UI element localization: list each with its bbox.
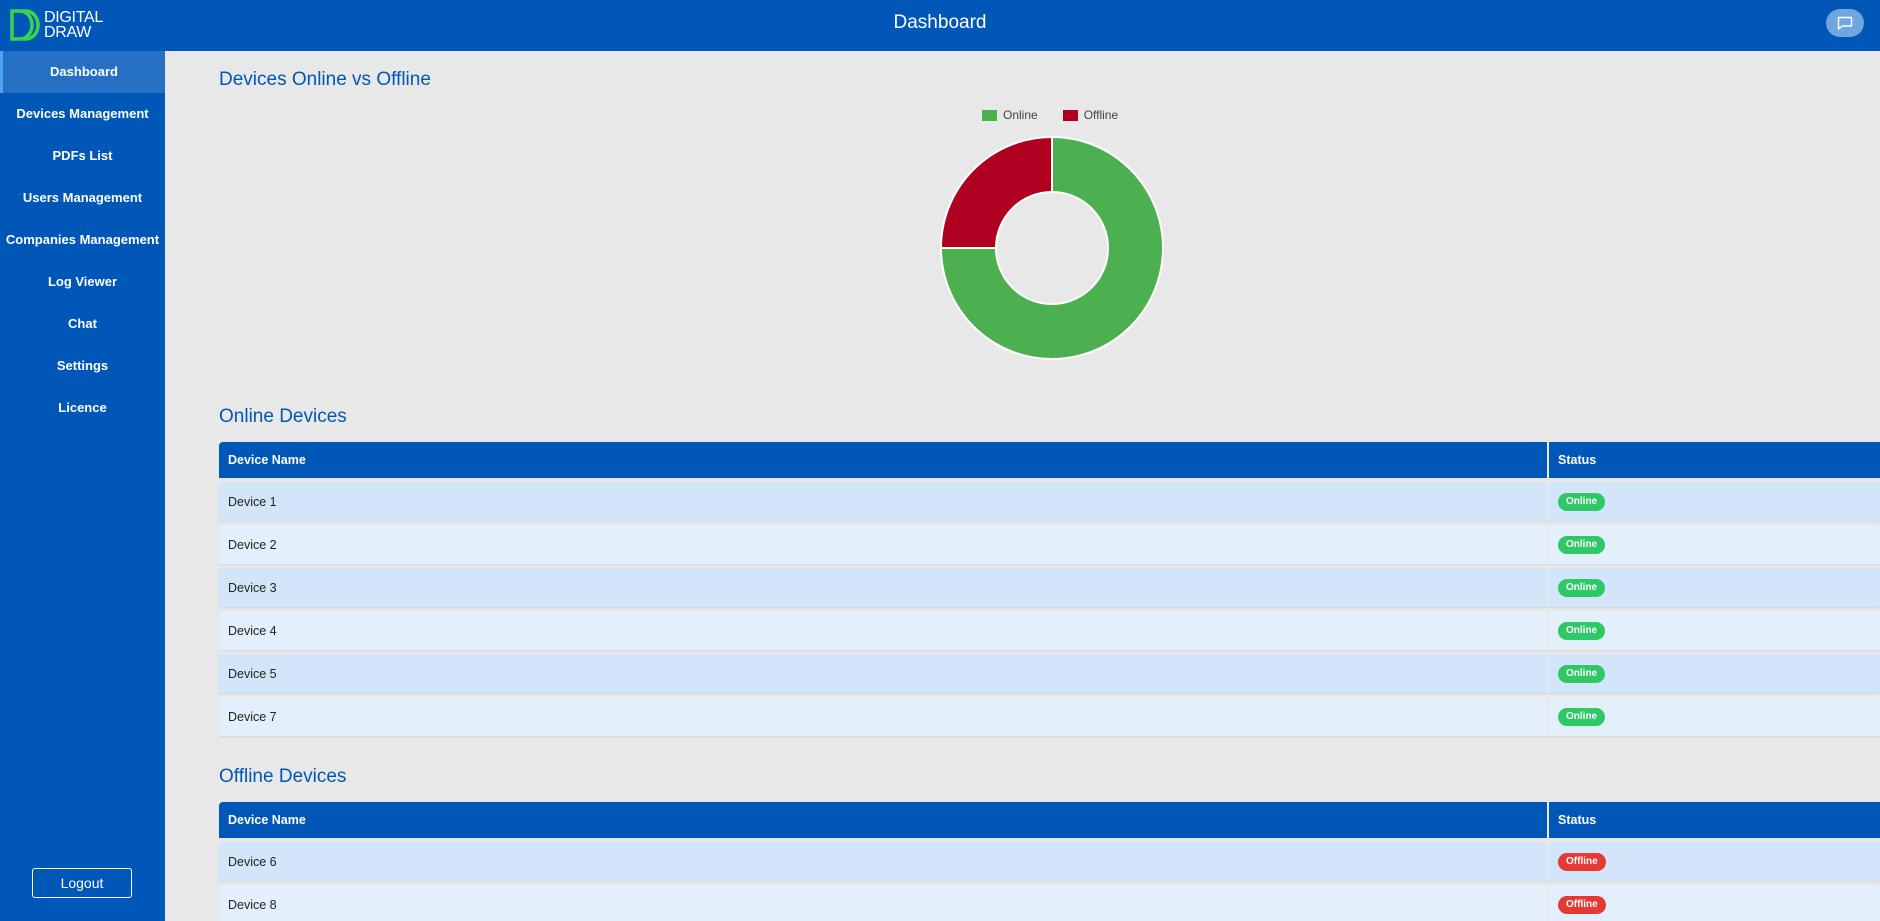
legend-swatch-offline [1062, 109, 1078, 121]
device-name-cell: Device 6 [219, 842, 1549, 881]
device-name-cell: Device 4 [219, 611, 1549, 650]
table-row[interactable]: Device 3 Online [219, 568, 1880, 607]
legend-swatch-online [982, 109, 997, 121]
status-cell: Online [1549, 568, 1880, 607]
column-header-status: Status [1558, 453, 1597, 467]
table-row[interactable]: Device 2 Online [219, 525, 1880, 564]
table-row[interactable]: Device 8 Offline [219, 885, 1880, 921]
donut-chart [939, 135, 1164, 360]
offline-devices-table: Device Name Status Device 6 Offline Device… [219, 802, 1880, 921]
chat-button[interactable] [1826, 9, 1864, 37]
status-badge: Offline [1558, 895, 1606, 914]
legend-item-offline[interactable]: Offline [1062, 108, 1119, 122]
sidebar-item-log-viewer[interactable]: Log Viewer [47, 274, 118, 289]
sidebar-item-users-management[interactable]: Users Management [22, 190, 143, 205]
donut-slice-offline[interactable] [939, 135, 1053, 249]
sidebar-item-pdfs-list[interactable]: PDFs List [52, 148, 113, 163]
table-header: Device Name Status [219, 442, 1880, 478]
column-header-device-name: Device Name [219, 442, 1549, 478]
device-name-cell: Device 8 [219, 885, 1549, 921]
status-cell: Online [1549, 525, 1880, 564]
page-title: Dashboard [893, 12, 987, 33]
legend-label-online: Online [1003, 108, 1038, 122]
chart-section-title: Devices Online vs Offline [219, 69, 431, 90]
status-badge: Online [1558, 535, 1606, 554]
column-header-device-name: Device Name [219, 802, 1549, 838]
device-name-cell: Device 1 [219, 482, 1549, 521]
logo[interactable]: DIGITAL DRAW [10, 5, 103, 45]
device-name-cell: Device 5 [219, 654, 1549, 693]
table-row[interactable]: Device 5 Online [219, 654, 1880, 693]
online-section-title: Online Devices [219, 406, 347, 427]
legend-label-offline: Offline [1083, 108, 1119, 122]
status-badge: Online [1558, 621, 1606, 640]
status-cell: Offline [1549, 885, 1880, 921]
status-cell: Online [1549, 654, 1880, 693]
status-cell: Online [1549, 697, 1880, 736]
status-cell: Online [1549, 482, 1880, 521]
sidebar: Dashboard Devices Management PDFs List User… [0, 51, 165, 921]
status-badge: Offline [1558, 852, 1606, 871]
status-badge: Online [1558, 578, 1606, 597]
status-badge: Online [1558, 492, 1606, 511]
offline-table-body: Device 6 Offline Device 8 Offline [219, 842, 1880, 921]
sidebar-item-companies-management[interactable]: Companies Management [5, 232, 160, 247]
column-header-status: Status [1558, 813, 1597, 827]
online-devices-table: Device Name Status Device 1 Online Device … [219, 442, 1880, 736]
chart-legend: Online Offline [982, 108, 1118, 122]
logo-icon [10, 9, 40, 41]
main-content: Devices Online vs Offline Online Offline… [165, 51, 1880, 921]
logo-text-line2: DRAW [44, 24, 92, 41]
status-cell: Offline [1549, 842, 1880, 881]
sidebar-item-chat[interactable]: Chat [68, 316, 97, 331]
device-name-cell: Device 7 [219, 697, 1549, 736]
offline-section-title: Offline Devices [219, 766, 347, 787]
table-row[interactable]: Device 7 Online [219, 697, 1880, 736]
sidebar-item-devices-management[interactable]: Devices Management [16, 106, 149, 121]
chat-bubble-icon [1837, 16, 1853, 30]
sidebar-item-dashboard[interactable]: Dashboard [0, 51, 165, 93]
logout-button[interactable]: Logout [32, 868, 132, 898]
donut-slice-online[interactable] [939, 135, 1164, 360]
sidebar-item-licence[interactable]: Licence [58, 400, 107, 415]
legend-item-online[interactable]: Online [982, 108, 1038, 122]
device-name-cell: Device 3 [219, 568, 1549, 607]
table-row[interactable]: Device 1 Online [219, 482, 1880, 521]
logo-text: DIGITAL DRAW [44, 9, 103, 41]
table-row[interactable]: Device 6 Offline [219, 842, 1880, 881]
top-bar: DIGITAL DRAW Dashboard [0, 0, 1880, 51]
table-row[interactable]: Device 4 Online [219, 611, 1880, 650]
status-cell: Online [1549, 611, 1880, 650]
status-badge: Online [1558, 707, 1606, 726]
online-table-body: Device 1 Online Device 2 Online Device 3 Onli… [219, 482, 1880, 736]
device-name-cell: Device 2 [219, 525, 1549, 564]
status-badge: Online [1558, 664, 1606, 683]
logo-text-line1: DIGITAL [44, 9, 103, 26]
sidebar-item-settings[interactable]: Settings [56, 358, 109, 373]
sidebar-nav: Dashboard Devices Management PDFs List User… [0, 51, 165, 429]
table-header: Device Name Status [219, 802, 1880, 838]
